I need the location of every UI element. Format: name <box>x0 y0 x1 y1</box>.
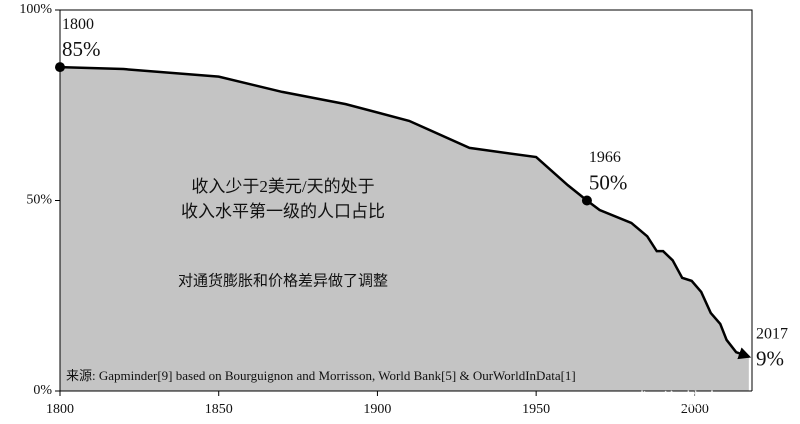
annotation-year: 1966 <box>589 149 621 166</box>
annotation-value: 50% <box>589 170 628 194</box>
area <box>60 67 749 392</box>
watermark: 雪球: 郑英南Zeke <box>609 389 771 413</box>
y-tick-label: 50% <box>26 193 52 208</box>
highlight-dot <box>581 195 592 206</box>
y-tick-label: 0% <box>33 383 52 398</box>
x-tick-label: 1850 <box>205 402 233 417</box>
annotation-value: 85% <box>62 37 101 61</box>
source: 来源: Gapminder[9] based on Bourguignon an… <box>66 368 576 383</box>
chart-title: 收入少于2美元/天的处于 <box>191 177 374 196</box>
chart-title: 收入水平第一级的人口占比 <box>181 202 385 221</box>
y-tick-label: 100% <box>19 2 52 17</box>
chart-note: 对通货膨胀和价格差异做了调整 <box>178 272 388 289</box>
x-tick-label: 2000 <box>681 402 709 417</box>
x-tick-label: 1900 <box>363 402 391 417</box>
x-tick-label: 1800 <box>46 402 74 417</box>
annotation-year: 1800 <box>62 16 94 33</box>
line <box>59 65 752 360</box>
highlight-dot <box>55 62 65 73</box>
x-tick-label: 1950 <box>522 402 550 417</box>
annotation-value: 9% <box>756 347 784 371</box>
annotation-year: 2017 <box>756 325 788 342</box>
